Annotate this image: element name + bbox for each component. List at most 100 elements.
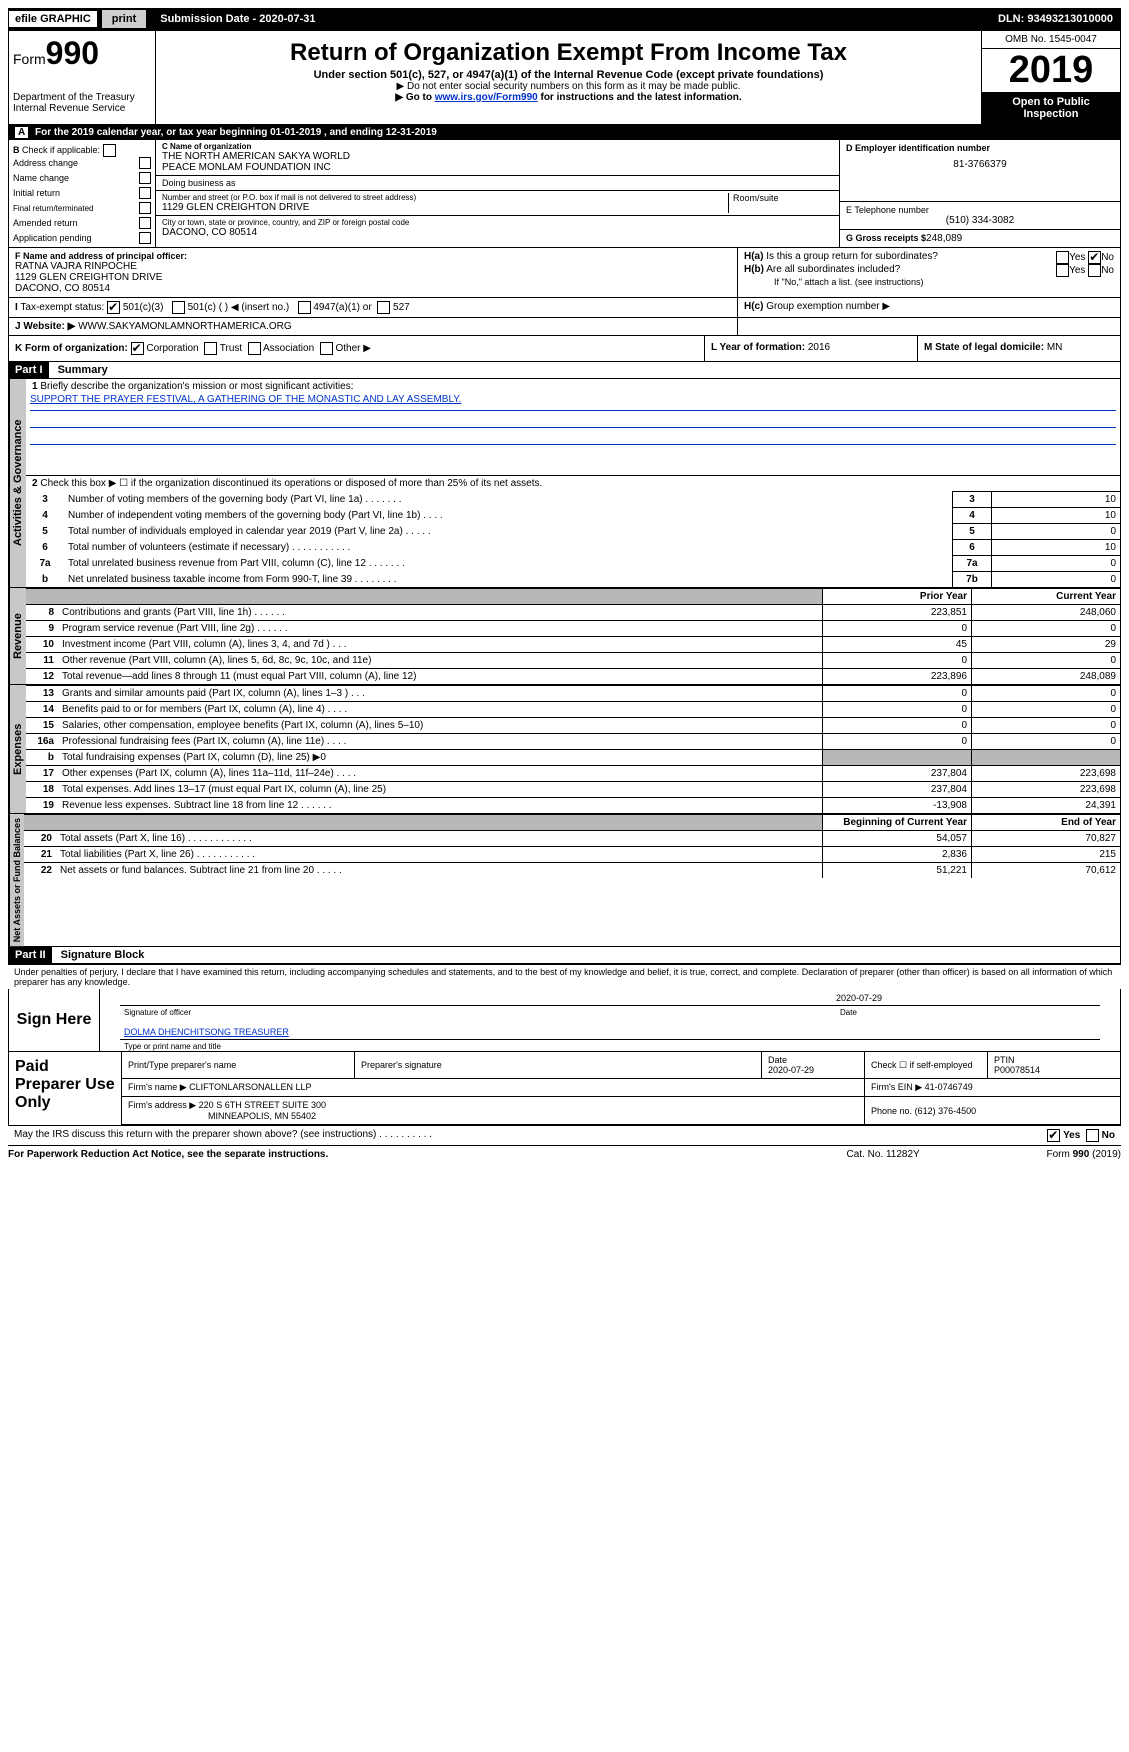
paid-preparer-table: Print/Type preparer's name Preparer's si… [122,1052,1120,1125]
section-i-label: I [15,302,18,313]
table-row: 8 Contributions and grants (Part VIII, l… [26,605,1120,621]
revenue-section: Revenue Prior Year Current Year8 Contrib… [9,588,1120,685]
prep-date-cell: Date2020-07-29 [762,1052,865,1079]
check-application-pending: Application pending [13,232,151,244]
firm-phone-value: (612) 376-4500 [915,1106,977,1116]
section-b-label: B [13,145,20,155]
row-val: 0 [992,572,1121,588]
part-1-label: Part I [9,362,49,378]
row-desc: Net assets or fund balances. Subtract li… [56,863,823,879]
table-row: 15 Salaries, other compensation, employe… [26,718,1120,734]
table-row: 17 Other expenses (Part IX, column (A), … [26,766,1120,782]
line-1-text: Briefly describe the organization's miss… [40,381,353,392]
row-desc: Program service revenue (Part VIII, line… [58,621,823,637]
row-ref: 5 [953,524,992,540]
row-desc: Total fundraising expenses (Part IX, col… [58,750,823,766]
line-2-text: Check this box ▶ ☐ if the organization d… [40,478,542,489]
checkbox[interactable] [139,172,151,184]
section-m: M State of legal domicile: MN [917,336,1120,361]
prior-val: 45 [823,637,972,653]
row-num: 3 [26,492,64,508]
current-val: 29 [972,637,1121,653]
website-label: Website: ▶ [23,321,75,332]
checkbox[interactable] [139,187,151,199]
opt-other: Other ▶ [335,343,370,354]
hb-question: Are all subordinates included? [766,264,900,275]
tax-year: 2019 [982,49,1120,92]
row-num: b [26,750,58,766]
prior-val: 0 [823,718,972,734]
row-desc: Total revenue—add lines 8 through 11 (mu… [58,669,823,685]
expenses-table: 13 Grants and similar amounts paid (Part… [26,685,1120,813]
revenue-content: Prior Year Current Year8 Contributions a… [26,588,1120,684]
table-row: b Total fundraising expenses (Part IX, c… [26,750,1120,766]
gross-value: 248,089 [926,233,962,244]
row-desc: Total assets (Part X, line 16) . . . . .… [56,831,823,847]
hdr-blank2 [56,815,823,831]
phone-value: (510) 334-3082 [846,215,1114,226]
discuss-question: May the IRS discuss this return with the… [14,1129,1047,1142]
discuss-yes-checkbox[interactable] [1047,1129,1060,1142]
name-change-label: Name change [13,173,69,183]
sign-here-label: Sign Here [9,989,100,1051]
prior-val: 0 [823,686,972,702]
sig-officer-line: 2020-07-29 [120,991,1100,1006]
row-num: 6 [26,540,64,556]
current-val: 0 [972,653,1121,669]
city-value: DACONO, CO 80514 [162,227,833,238]
irs-link[interactable]: www.irs.gov/Form990 [435,92,538,103]
checkbox-icon[interactable] [103,144,116,157]
501c-checkbox[interactable] [172,301,185,314]
part-2-header: Part II Signature Block [9,947,1120,963]
officer-addr: 1129 GLEN CREIGHTON DRIVE [15,272,731,283]
checkbox[interactable] [139,202,151,214]
checkbox[interactable] [139,157,151,169]
4947-checkbox[interactable] [298,301,311,314]
dept-label: Department of the Treasury [13,92,151,103]
527-checkbox[interactable] [377,301,390,314]
prior-val: 237,804 [823,766,972,782]
cat-number: Cat. No. 11282Y [847,1149,1047,1160]
ha-yes-checkbox[interactable] [1056,251,1069,264]
ptin-cell: PTINP00078514 [988,1052,1121,1079]
gross-cell: G Gross receipts $248,089 [840,230,1120,247]
year-formation-label: L Year of formation: [711,342,805,353]
print-button[interactable]: print [102,10,146,28]
assoc-checkbox[interactable] [248,342,261,355]
checkbox[interactable] [139,232,151,244]
officer-name-link[interactable]: DOLMA DHENCHITSONG TREASURER [124,1027,289,1037]
row-desc: Investment income (Part VIII, column (A)… [58,637,823,653]
header-left: Form990 Department of the Treasury Inter… [9,31,156,124]
current-val: 24,391 [972,798,1121,814]
paperwork-notice: For Paperwork Reduction Act Notice, see … [8,1149,847,1160]
begin-year-header: Beginning of Current Year [823,815,972,831]
discuss-no-checkbox[interactable] [1086,1129,1099,1142]
trust-checkbox[interactable] [204,342,217,355]
address-label: Number and street (or P.O. box if mail i… [162,193,728,202]
other-checkbox[interactable] [320,342,333,355]
hb-no-checkbox[interactable] [1088,264,1101,277]
amended-return-label: Amended return [13,218,78,228]
table-row: 18 Total expenses. Add lines 13–17 (must… [26,782,1120,798]
submission-date: Submission Date - 2020-07-31 [154,13,998,25]
opt-501c3: 501(c)(3) [123,302,164,313]
row-num: 17 [26,766,58,782]
signature-fields: 2020-07-29 Signature of officer Date DOL… [100,989,1120,1051]
501c3-checkbox[interactable] [107,301,120,314]
form-prefix: Form [13,51,46,67]
hb-yes-checkbox[interactable] [1056,264,1069,277]
ha-no-checkbox[interactable] [1088,251,1101,264]
firm-ein-value: 41-0746749 [925,1082,973,1092]
expenses-section: Expenses 13 Grants and similar amounts p… [9,685,1120,814]
corp-checkbox[interactable] [131,342,144,355]
prep-date-label: Date [768,1055,787,1065]
row-desc: Professional fundraising fees (Part IX, … [58,734,823,750]
row-desc: Total expenses. Add lines 13–17 (must eq… [58,782,823,798]
checkbox[interactable] [139,217,151,229]
header-sub2: ▶ Do not enter social security numbers o… [162,81,975,92]
mission-blank-1 [30,411,1116,428]
part-1-title: Summary [52,364,108,376]
row-desc: Other expenses (Part IX, column (A), lin… [58,766,823,782]
firm-name-cell: Firm's name ▶ CLIFTONLARSONALLEN LLP [122,1079,865,1097]
table-row: 20 Total assets (Part X, line 16) . . . … [24,831,1120,847]
